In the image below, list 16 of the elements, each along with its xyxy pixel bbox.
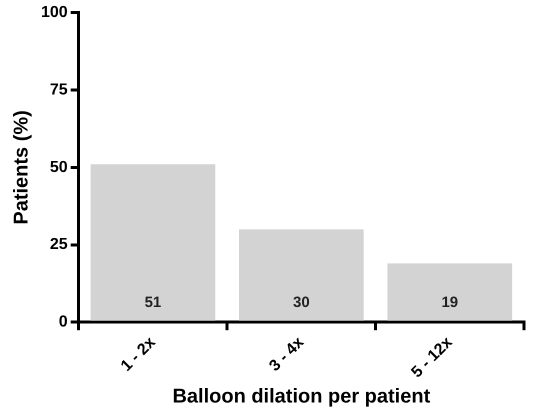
y-tick-label: 75 <box>50 81 68 98</box>
bar <box>387 263 512 321</box>
x-tick-label: 3 - 4x <box>266 334 308 375</box>
data-label: 30 <box>293 294 310 311</box>
x-axis-title: Balloon dilation per patient <box>172 386 431 408</box>
y-tick-label: 0 <box>58 314 68 331</box>
bar <box>239 229 364 321</box>
bar <box>90 164 216 321</box>
x-tick-label: 1 - 2x <box>118 334 159 375</box>
y-axis-title: Patients (%) <box>10 110 33 225</box>
y-tick-label: 100 <box>40 4 68 22</box>
data-label: 19 <box>441 294 458 311</box>
data-label: 51 <box>144 294 162 311</box>
y-tick-label: 50 <box>50 158 68 176</box>
x-tick-label: 5 - 12x <box>408 334 456 382</box>
y-tick-label: 25 <box>50 236 68 254</box>
